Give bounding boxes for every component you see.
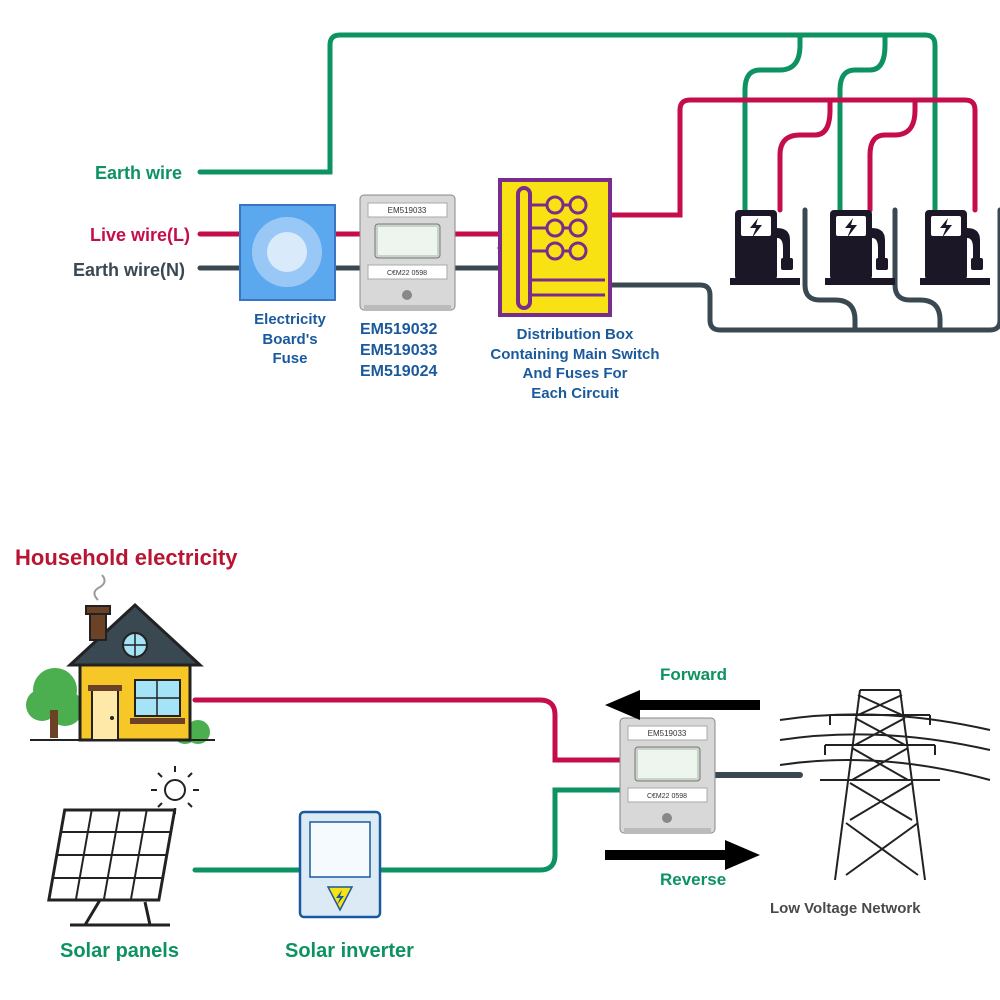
ev-charger-2 <box>825 210 895 285</box>
wiring-diagram: EM519033 C€M22 0598 <box>0 0 1000 1000</box>
energy-meter-top: EM519033 C€M22 0598 <box>360 195 455 311</box>
forward-arrow <box>605 690 760 720</box>
house-wire <box>195 700 620 760</box>
ev-charger-1 <box>730 210 800 285</box>
svg-text:EM519033: EM519033 <box>388 206 427 215</box>
fuse-box <box>240 205 335 300</box>
ev-chargers <box>730 210 990 285</box>
ev-charger-3 <box>920 210 990 285</box>
solar-panel-icon <box>49 766 199 925</box>
house-icon <box>26 575 215 744</box>
solar-wire <box>195 790 620 870</box>
svg-text:C€M22 0598: C€M22 0598 <box>387 270 427 277</box>
reverse-arrow <box>605 840 760 870</box>
inverter-icon <box>300 812 380 917</box>
distribution-box <box>500 180 610 315</box>
svg-text:EM519033: EM519033 <box>648 729 687 738</box>
power-tower-icon <box>780 690 990 880</box>
svg-text:C€M22 0598: C€M22 0598 <box>647 793 687 800</box>
energy-meter-bottom: EM519033 C€M22 0598 <box>620 718 715 834</box>
